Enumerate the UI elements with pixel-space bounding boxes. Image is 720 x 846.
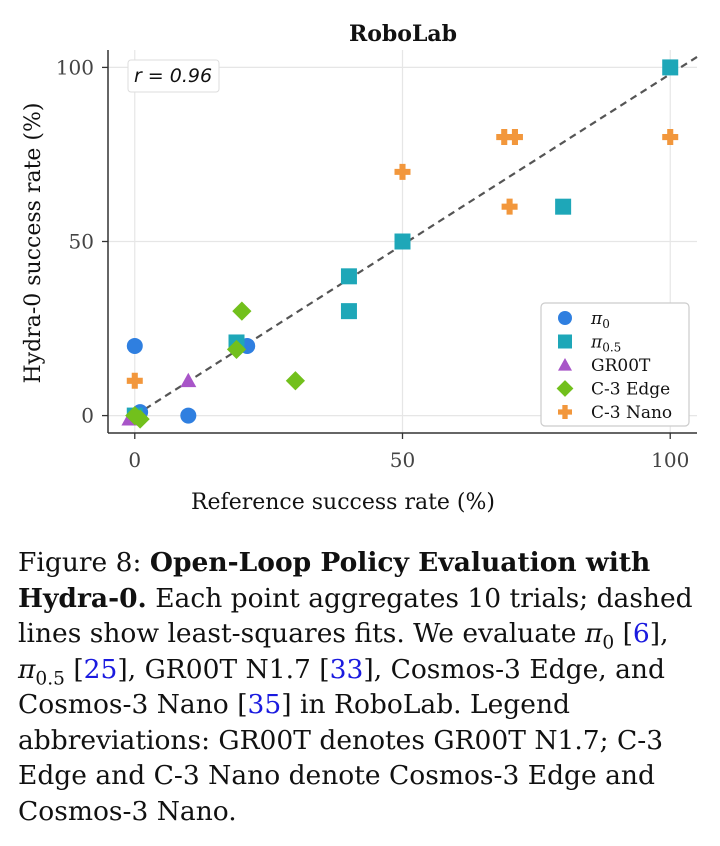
x-tick-label: 100: [651, 448, 689, 472]
legend-label: π0: [590, 309, 610, 331]
x-tick-label: 0: [128, 448, 141, 472]
data-point-plus: [501, 198, 518, 215]
data-point-plus: [394, 163, 411, 180]
chart-title: RoboLab: [349, 21, 457, 47]
scatter-chart: 0 50 100 0 50 100 RoboLab Reference success r…: [21, 21, 698, 515]
legend-label: GR00T: [591, 356, 651, 376]
legend-marker-triangle: [558, 358, 572, 371]
data-point-circle: [126, 337, 143, 354]
data-point-circle: [180, 407, 197, 424]
caption-text-3: , Cosmos-3 Edge, and Cosmos-3 Nano: [18, 653, 665, 721]
data-point-square: [555, 198, 572, 215]
data-point-plus: [506, 129, 523, 146]
data-point-square: [662, 59, 679, 76]
legend-marker-plus: [558, 405, 573, 419]
data-point-plus: [662, 129, 679, 146]
caption-text-1: Each point aggregates 10 trials; dashed …: [18, 582, 693, 650]
legend-marker-diamond: [556, 380, 574, 397]
caption-title: Open-Loop Policy Evaluation with Hydra-0…: [18, 547, 651, 614]
data-point-triangle: [180, 372, 197, 388]
data-point-diamond: [226, 339, 247, 360]
legend-label: π0.5: [590, 333, 621, 355]
data-point-diamond: [285, 371, 306, 391]
caption-text-4: in RoboLab. Legend abbreviations: GR00T …: [18, 689, 664, 827]
correlation-text: r = 0.96: [134, 65, 212, 87]
legend-marker-circle: [558, 311, 572, 325]
legend-label: C-3 Edge: [591, 380, 670, 400]
x-axis-label: Reference success rate (%): [191, 490, 495, 515]
legend-label: C-3 Nano: [591, 403, 672, 423]
pi05-subscript: 0.5: [35, 667, 65, 689]
y-tick-label: 0: [81, 404, 94, 428]
correlation-annotation: r = 0.96: [127, 59, 220, 93]
pi0-subscript: 0: [602, 632, 615, 654]
y-tick-label: 50: [69, 230, 94, 254]
citation-link[interactable]: 35: [247, 689, 282, 720]
caption-text-2: , GR00T N1.7: [127, 653, 311, 685]
figure-label: Figure 8:: [18, 547, 142, 578]
data-point-square: [394, 233, 411, 250]
fit-line: [134, 56, 698, 417]
pi05-symbol: π: [18, 653, 36, 685]
data-point-square: [340, 268, 357, 285]
tick-labels: 0 50 100 0 50 100: [56, 55, 690, 472]
data-point-diamond: [130, 409, 150, 429]
pi0-symbol: π: [584, 618, 603, 649]
data-points: [121, 59, 679, 429]
figure-caption: Figure 8: Open-Loop Policy Evaluation wi…: [18, 547, 693, 827]
citation-link[interactable]: 25: [83, 653, 118, 685]
legend-marker-square: [558, 334, 572, 349]
data-point-plus: [126, 372, 143, 389]
data-point-square: [340, 303, 357, 320]
x-tick-label: 50: [390, 448, 415, 472]
data-point-diamond: [232, 301, 252, 321]
citation-link[interactable]: 6: [632, 618, 650, 649]
y-tick-label: 100: [56, 55, 94, 79]
citation-link[interactable]: 33: [329, 653, 364, 685]
data-point-plus: [496, 129, 513, 146]
fit-line-group: [134, 56, 698, 417]
y-axis-label: Hydra-0 success rate (%): [21, 102, 46, 383]
